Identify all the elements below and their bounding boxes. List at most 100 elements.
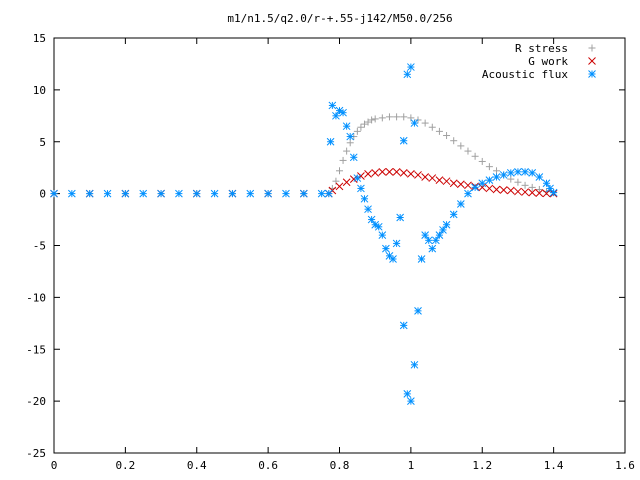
data-point — [339, 156, 347, 164]
data-point — [521, 188, 529, 196]
x-tick-label: 0.4 — [187, 459, 207, 472]
y-tick-label: -5 — [33, 240, 46, 253]
data-point — [435, 127, 443, 135]
data-point — [357, 123, 365, 131]
data-point — [506, 186, 515, 195]
data-point — [400, 113, 408, 121]
data-point — [157, 189, 165, 198]
data-point — [368, 116, 376, 124]
data-point — [382, 244, 390, 253]
data-point — [528, 188, 537, 197]
data-point — [342, 122, 351, 131]
data-point — [528, 169, 537, 177]
data-point — [346, 132, 355, 141]
data-point — [449, 210, 458, 219]
data-point — [456, 180, 465, 189]
data-point — [139, 189, 148, 198]
legend-label: G work — [528, 55, 568, 68]
data-point — [435, 176, 444, 184]
data-point — [392, 167, 401, 176]
data-point — [456, 200, 465, 208]
data-point — [410, 360, 419, 369]
data-point — [385, 113, 393, 121]
data-point — [414, 307, 422, 315]
legend-marker — [588, 57, 596, 65]
data-point — [282, 189, 290, 198]
data-point — [514, 187, 522, 196]
x-tick-label: 1.6 — [615, 459, 635, 472]
data-point — [175, 189, 183, 198]
data-point — [399, 136, 408, 145]
data-point — [421, 173, 430, 181]
data-point — [407, 397, 415, 405]
data-point — [439, 226, 447, 234]
data-point — [317, 189, 326, 198]
data-point — [378, 114, 386, 122]
data-point — [399, 321, 408, 330]
data-point — [535, 185, 543, 193]
data-point — [374, 222, 383, 231]
data-point — [450, 137, 458, 145]
data-point — [471, 152, 479, 160]
data-point — [421, 231, 430, 239]
y-tick-label: 0 — [39, 188, 46, 201]
data-point — [360, 194, 369, 203]
data-point — [357, 184, 365, 193]
data-point — [542, 189, 551, 198]
data-point — [499, 171, 508, 179]
data-point — [332, 177, 340, 185]
x-tick-label: 1.4 — [544, 459, 564, 472]
legend-label: Acoustic flux — [482, 68, 568, 81]
data-point — [371, 169, 380, 177]
legend-marker — [588, 70, 596, 78]
data-point — [228, 189, 237, 198]
data-point — [428, 123, 436, 131]
data-point — [385, 167, 394, 176]
y-tick-label: -25 — [26, 447, 46, 460]
data-point — [210, 189, 219, 198]
x-tick-label: 1 — [408, 459, 415, 472]
chart-title: m1/n1.5/q2.0/r-+.55-j142/M50.0/256 — [227, 12, 452, 25]
legend-label: R stress — [515, 42, 568, 55]
y-tick-label: 15 — [33, 32, 46, 45]
data-point — [507, 175, 515, 183]
data-point — [499, 186, 508, 194]
data-point — [407, 170, 415, 178]
x-tick-label: 0.2 — [115, 459, 135, 472]
data-point — [506, 169, 515, 177]
data-point — [246, 189, 255, 198]
data-point — [353, 127, 361, 135]
data-point — [371, 115, 379, 123]
data-point — [378, 231, 387, 239]
data-point — [50, 189, 58, 198]
data-point — [103, 189, 112, 198]
data-point — [535, 173, 544, 181]
data-point — [549, 188, 558, 197]
data-point — [514, 178, 522, 186]
data-point — [514, 167, 522, 176]
data-point — [492, 185, 501, 194]
data-point — [364, 118, 372, 126]
y-tick-label: -20 — [26, 395, 46, 408]
data-point — [485, 176, 494, 184]
data-point — [471, 183, 479, 192]
x-tick-label: 0 — [51, 459, 58, 472]
data-point — [464, 189, 472, 198]
data-point — [414, 171, 422, 179]
data-point — [403, 390, 412, 398]
y-tick-label: 5 — [39, 136, 46, 149]
data-point — [464, 147, 472, 155]
data-point — [299, 189, 308, 198]
data-point — [378, 167, 387, 176]
data-point — [121, 189, 130, 198]
data-point — [542, 179, 551, 188]
data-point — [360, 120, 368, 128]
data-point — [428, 174, 437, 182]
x-tick-label: 0.6 — [258, 459, 278, 472]
data-point — [521, 181, 529, 189]
data-point — [493, 167, 501, 175]
legend-marker — [588, 44, 596, 52]
data-point — [192, 189, 201, 198]
